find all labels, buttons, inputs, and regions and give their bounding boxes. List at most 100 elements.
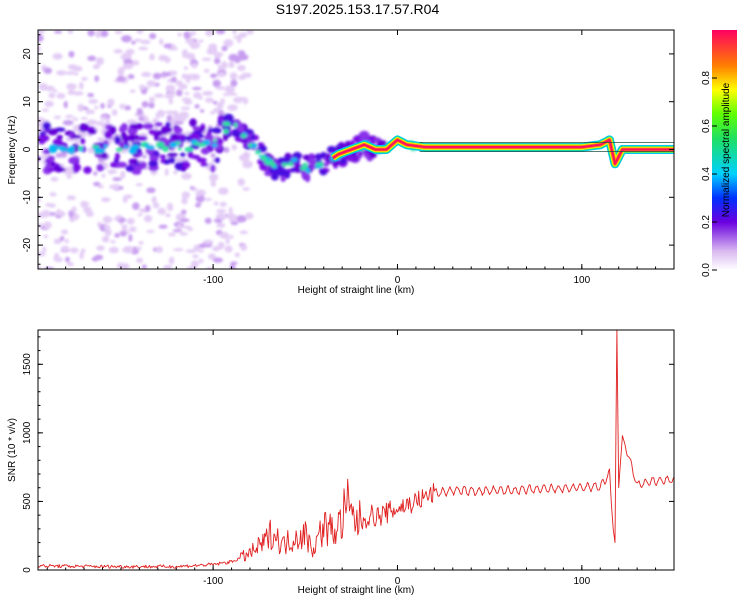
noise-speckle: [166, 114, 173, 123]
noise-speckle: [224, 245, 233, 253]
signal-blob: [131, 123, 143, 130]
signal-hotspot: [103, 144, 108, 148]
noise-speckle: [205, 97, 214, 103]
noise-speckle: [89, 109, 95, 115]
noise-speckle: [95, 30, 102, 38]
noise-speckle: [160, 72, 172, 77]
noise-speckle: [101, 235, 110, 243]
signal-hotspot: [314, 165, 322, 169]
signal-blob: [222, 113, 234, 123]
colorbar-tick-label: 0.2: [701, 215, 712, 229]
signal-blob: [352, 135, 361, 142]
noise-speckle: [54, 30, 63, 34]
noise-speckle: [213, 107, 220, 113]
noise-speckle: [221, 61, 228, 70]
noise-speckle: [121, 52, 132, 60]
noise-speckle: [154, 93, 164, 98]
signal-blob: [78, 123, 89, 133]
noise-speckle: [128, 234, 133, 242]
noise-speckle: [139, 208, 146, 212]
noise-speckle: [181, 197, 188, 205]
noise-speckle: [163, 264, 173, 269]
signal-blob: [188, 133, 200, 140]
noise-speckle: [242, 160, 253, 169]
signal-blob: [154, 133, 160, 142]
noise-speckle: [66, 83, 77, 90]
noise-speckle: [44, 85, 55, 92]
noise-speckle: [126, 217, 135, 225]
noise-speckle: [41, 108, 49, 112]
noise-speckle: [235, 215, 247, 223]
noise-speckle: [192, 254, 199, 259]
noise-speckle: [172, 229, 183, 233]
signal-hotspot: [132, 144, 140, 149]
colorbar-ticks: 0.0 0.2 0.4 0.6 0.8: [701, 71, 717, 277]
noise-speckle: [165, 56, 170, 64]
noise-speckle: [53, 238, 62, 245]
noise-speckle: [96, 137, 106, 142]
signal-blob: [231, 131, 242, 138]
noise-speckle: [77, 103, 85, 112]
noise-speckle: [60, 229, 69, 235]
snr-x-axis-label: Height of straight line (km): [298, 585, 415, 596]
noise-speckle: [214, 52, 221, 59]
signal-hotspot: [177, 147, 182, 151]
noise-speckle: [233, 96, 243, 104]
signal-blob: [127, 134, 137, 143]
signal-hotspot: [123, 145, 129, 149]
noise-speckle: [166, 92, 175, 98]
noise-speckle: [102, 215, 112, 223]
noise-speckle: [72, 91, 84, 96]
signal-blob: [207, 127, 217, 133]
noise-speckle: [203, 68, 210, 73]
colorbar-tick-label: 0.0: [701, 263, 712, 277]
noise-speckle: [122, 196, 128, 204]
noise-speckle: [217, 64, 223, 71]
noise-speckle: [121, 35, 132, 43]
signal-blob: [48, 167, 56, 172]
snr-x-tick-label: 100: [573, 576, 590, 587]
noise-speckle: [185, 249, 197, 254]
signal-hotspot: [212, 138, 218, 143]
noise-speckle: [164, 168, 169, 176]
noise-speckle: [38, 34, 44, 42]
noise-speckle: [87, 30, 95, 37]
noise-speckle: [150, 81, 157, 87]
noise-speckle: [223, 146, 230, 153]
signal-blob: [305, 173, 311, 183]
noise-speckle: [213, 201, 219, 206]
snr-x-tick-label: -100: [203, 576, 223, 587]
signal-hotspot: [302, 162, 308, 167]
noise-speckle: [55, 215, 62, 219]
signal-hotspot: [199, 142, 206, 148]
noise-speckle: [43, 221, 52, 229]
noise-speckle: [189, 186, 195, 190]
signal-blob: [114, 152, 121, 161]
noise-speckle: [137, 213, 143, 217]
noise-speckle: [148, 102, 155, 109]
noise-speckle: [229, 263, 236, 269]
noise-speckle: [236, 56, 247, 61]
noise-speckle: [229, 72, 238, 80]
noise-speckle: [213, 218, 223, 223]
noise-speckle: [176, 224, 182, 230]
heatmap-y-tick-label: -10: [22, 190, 33, 205]
signal-blob: [142, 122, 154, 130]
snr-frame: [37, 329, 675, 571]
noise-speckle: [116, 75, 126, 82]
noise-speckle: [138, 84, 146, 90]
signal-hotspot: [68, 148, 75, 154]
signal-blob: [210, 164, 216, 173]
signal-blob: [68, 157, 78, 165]
signal-blob: [47, 128, 58, 136]
signal-blob: [117, 141, 126, 146]
noise-speckle: [180, 106, 191, 110]
colorbar-label: Normalized spectral amplitude: [721, 82, 732, 217]
noise-speckle: [135, 183, 143, 187]
noise-speckle: [126, 119, 138, 125]
noise-speckle: [188, 31, 197, 36]
noise-speckle: [198, 39, 204, 43]
noise-speckle: [228, 206, 233, 215]
noise-speckle: [187, 227, 194, 232]
